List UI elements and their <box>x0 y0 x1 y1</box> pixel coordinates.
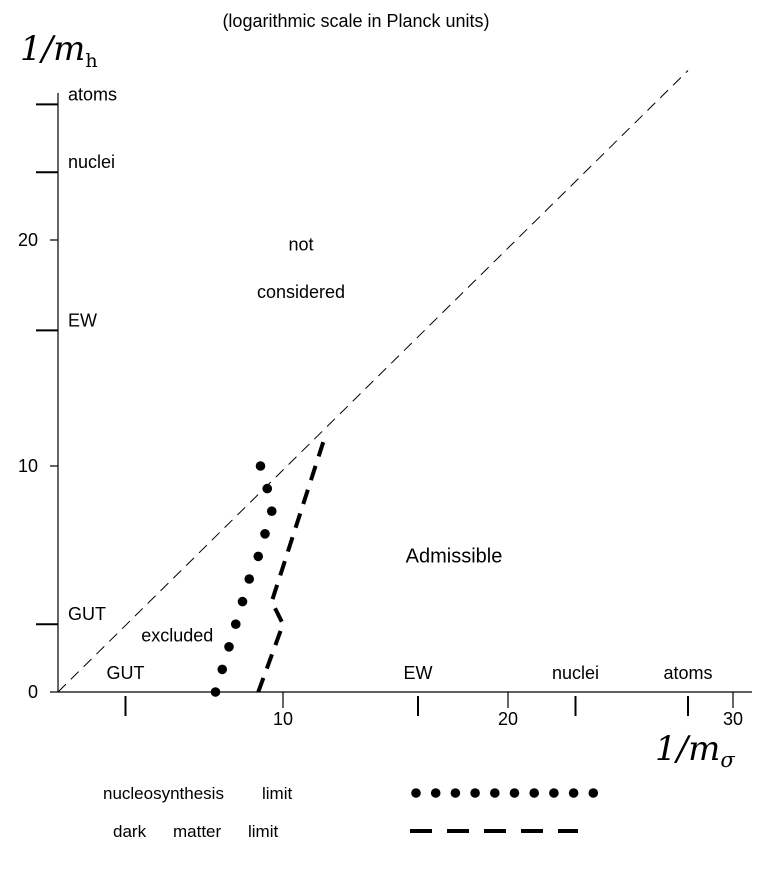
x-axis-title: 1/mσ <box>655 729 735 772</box>
x-scale-label-nuclei: nuclei <box>552 663 599 683</box>
nucleosynthesis-point <box>260 529 270 539</box>
legend-dot <box>470 788 480 798</box>
nucleosynthesis-point <box>266 506 277 516</box>
region-labels: not considered Admissible excluded <box>141 235 502 646</box>
y-tick-label-10: 10 <box>18 456 38 476</box>
diagonal-line <box>57 70 689 693</box>
nucleosynthesis-point <box>255 461 266 471</box>
x-scale-label-atoms: atoms <box>663 663 712 683</box>
legend-dot <box>588 788 599 798</box>
chart-title: (logarithmic scale in Planck units) <box>222 11 489 31</box>
nucleosynthesis-point <box>237 596 248 607</box>
y-scale-marks: GUT EW nuclei atoms <box>36 84 117 626</box>
legend-dot <box>411 788 421 798</box>
legend-dot <box>529 788 539 798</box>
nucleosynthesis-point <box>217 664 228 675</box>
nucleosynthesis-point <box>230 619 241 629</box>
region-label-considered: considered <box>257 282 345 302</box>
x-scale-label-ew: EW <box>404 663 433 683</box>
dark-matter-line <box>256 433 328 693</box>
legend-dot <box>450 788 461 798</box>
y-tick-label-0: 0 <box>28 682 38 702</box>
nucleosynthesis-point <box>210 687 221 697</box>
legend-label-dark-matter-limit-1: dark <box>113 822 147 841</box>
legend-dot <box>509 788 520 798</box>
x-axis-title-subscript: σ <box>720 748 735 772</box>
nucleosynthesis-point <box>224 642 234 652</box>
legend-dot <box>490 788 500 798</box>
nucleosynthesis-point <box>253 551 264 562</box>
y-scale-label-atoms: atoms <box>68 84 117 104</box>
x-tick-label-10: 10 <box>273 709 293 729</box>
legend-label-dark-matter-limit-2: matter <box>173 822 222 841</box>
y-scale-label-gut: GUT <box>68 604 106 624</box>
legend-dot <box>568 788 579 798</box>
legend-dot <box>549 788 559 798</box>
y-axis-title: 1/mh <box>20 29 98 72</box>
region-label-not: not <box>288 235 313 255</box>
legend-label-nucleosynthesis-limit-2: limit <box>262 784 292 803</box>
region-label-admissible: Admissible <box>406 545 503 567</box>
x-axis-ticks: 10 20 30 <box>273 692 743 729</box>
nucleosynthesis-point <box>262 483 273 494</box>
y-axis-ticks: 0 10 20 <box>18 230 58 702</box>
x-scale-label-gut: GUT <box>107 663 145 683</box>
x-tick-label-30: 30 <box>723 709 743 729</box>
legend-label-nucleosynthesis-limit-1: nucleosynthesis <box>103 784 224 803</box>
y-tick-label-20: 20 <box>18 230 38 250</box>
diagonal-boundary <box>57 70 689 693</box>
x-scale-marks: GUT EW nuclei atoms <box>107 663 713 716</box>
legend-dot <box>430 788 441 798</box>
y-scale-label-nuclei: nuclei <box>68 152 115 172</box>
x-tick-label-20: 20 <box>498 709 518 729</box>
nucleosynthesis-point <box>244 574 255 584</box>
y-axis-title-subscript: h <box>85 50 97 72</box>
legend-label-dark-matter-limit-3: limit <box>248 822 278 841</box>
limit-series <box>210 433 328 697</box>
y-scale-label-ew: EW <box>68 310 97 330</box>
region-label-excluded: excluded <box>141 626 213 646</box>
legend: nucleosynthesis limit dark matter limit <box>103 784 599 841</box>
